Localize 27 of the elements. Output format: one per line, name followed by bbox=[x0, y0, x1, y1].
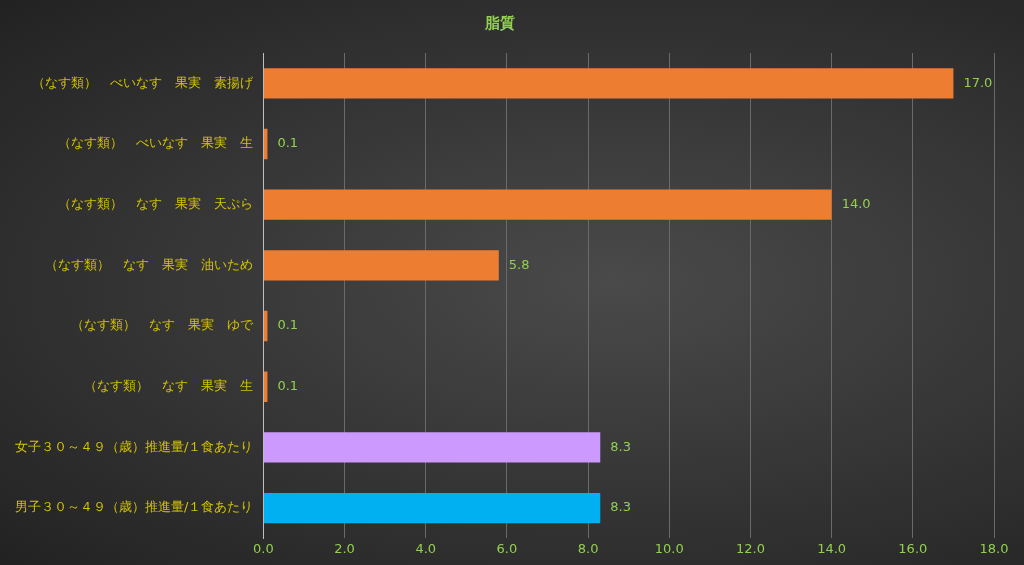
data-label: 5.8 bbox=[508, 256, 530, 272]
data-label: 0.1 bbox=[277, 317, 299, 333]
y-tick-label: 男子３０～４９（歳）推進量/１食あたり bbox=[14, 499, 254, 515]
x-tick-label: 16.0 bbox=[898, 540, 928, 556]
x-tick-label: 14.0 bbox=[817, 540, 847, 556]
x-tick-label: 12.0 bbox=[735, 540, 765, 556]
x-tick-label: 6.0 bbox=[496, 540, 518, 556]
y-tick-label: （なす類） べいなす 果実 生 bbox=[58, 135, 254, 151]
x-tick-label: 0.0 bbox=[253, 540, 274, 556]
data-label: 0.1 bbox=[277, 135, 299, 151]
data-label: 8.3 bbox=[610, 438, 631, 454]
y-tick-label: （なす類） なす 果実 天ぷら bbox=[58, 196, 254, 212]
y-tick-label: （なす類） なす 果実 ゆで bbox=[71, 317, 255, 333]
x-tick-label: 4.0 bbox=[415, 540, 437, 556]
y-tick-label: （なす類） なす 果実 生 bbox=[84, 378, 254, 394]
data-label: 14.0 bbox=[841, 196, 871, 212]
data-label: 17.0 bbox=[963, 74, 993, 90]
data-label: 8.3 bbox=[610, 499, 631, 515]
chart-title: 脂質 bbox=[483, 13, 515, 32]
y-tick-label: （なす類） べいなす 果実 素揚げ bbox=[32, 74, 255, 90]
x-tick-label: 18.0 bbox=[979, 540, 1009, 556]
y-tick-label: 女子３０～４９（歳）推進量/１食あたり bbox=[14, 438, 254, 454]
data-label: 0.1 bbox=[277, 378, 299, 394]
x-tick-label: 2.0 bbox=[334, 540, 355, 556]
x-tick-label: 10.0 bbox=[654, 540, 684, 556]
y-tick-label: （なす類） なす 果実 油いため bbox=[45, 256, 254, 272]
x-tick-label: 8.0 bbox=[577, 540, 599, 556]
